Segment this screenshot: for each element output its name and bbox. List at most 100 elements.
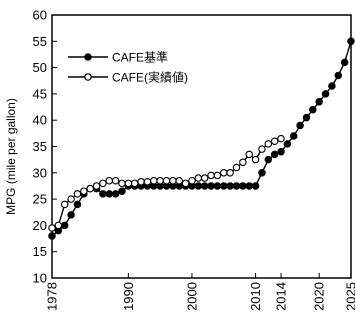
point-cafe-standard — [73, 200, 82, 209]
y-tick-label: 55 — [33, 34, 47, 49]
point-cafe-actual — [118, 179, 126, 188]
point-cafe-standard — [315, 98, 323, 106]
point-cafe-actual — [264, 140, 273, 148]
point-cafe-actual — [175, 176, 183, 185]
legend-marker-open — [84, 73, 92, 81]
legend: CAFE基準 CAFE(実績値) — [68, 50, 188, 85]
y-tick-label: 25 — [33, 192, 47, 207]
point-cafe-actual — [67, 195, 75, 203]
y-tick-label: 45 — [33, 86, 47, 101]
point-cafe-standard — [296, 121, 304, 130]
legend-item-cafe-standard: CAFE基準 — [68, 50, 168, 65]
point-cafe-standard — [340, 58, 349, 67]
point-cafe-actual — [213, 171, 222, 180]
point-cafe-standard — [283, 140, 292, 148]
point-cafe-actual — [99, 179, 107, 188]
point-cafe-standard — [99, 190, 107, 198]
x-tick-label: 2020 — [312, 282, 327, 311]
point-cafe-standard — [347, 37, 355, 46]
point-cafe-standard — [48, 232, 56, 240]
point-cafe-standard — [105, 190, 114, 198]
y-tick-label: 30 — [33, 165, 47, 180]
point-cafe-standard — [118, 187, 126, 195]
point-cafe-actual — [105, 176, 114, 185]
point-cafe-actual — [277, 134, 285, 143]
point-cafe-standard — [270, 150, 279, 159]
point-cafe-actual — [156, 176, 164, 185]
point-cafe-actual — [270, 137, 279, 145]
point-cafe-standard — [194, 182, 203, 190]
y-tick-label: 40 — [33, 113, 47, 128]
point-cafe-actual — [54, 221, 63, 230]
point-cafe-actual — [245, 150, 253, 159]
point-cafe-standard — [60, 221, 69, 230]
point-cafe-actual — [200, 174, 209, 182]
x-tick-label: 1990 — [121, 282, 136, 311]
point-cafe-actual — [251, 155, 260, 164]
point-cafe-standard — [213, 182, 222, 190]
y-tick-label: 20 — [33, 218, 47, 233]
point-cafe-actual — [124, 179, 133, 188]
point-cafe-standard — [67, 211, 75, 219]
series-markers — [48, 37, 355, 240]
point-cafe-standard — [232, 182, 241, 190]
point-cafe-actual — [86, 184, 94, 193]
point-cafe-actual — [80, 187, 88, 195]
point-cafe-standard — [200, 182, 209, 190]
point-cafe-standard — [328, 82, 336, 90]
y-tick-label: 35 — [33, 139, 47, 154]
point-cafe-standard — [226, 182, 234, 190]
series-line-cafe-standard — [51, 41, 352, 237]
point-cafe-standard — [251, 182, 260, 190]
point-cafe-standard — [264, 155, 273, 164]
point-cafe-standard — [245, 182, 253, 190]
legend-marker-filled — [84, 53, 92, 61]
point-cafe-standard — [220, 182, 228, 190]
x-tick-label: 1978 — [45, 282, 60, 311]
y-tick-label: 10 — [33, 271, 47, 286]
point-cafe-actual — [150, 176, 158, 185]
point-cafe-actual — [73, 190, 82, 198]
x-tick-label: 2000 — [184, 282, 199, 311]
point-cafe-actual — [258, 145, 266, 153]
legend-label-cafe-standard: CAFE基準 — [112, 50, 168, 65]
legend-label-cafe-actual: CAFE(実績値) — [112, 70, 188, 85]
point-cafe-actual — [181, 179, 190, 188]
point-cafe-standard — [277, 148, 285, 156]
legend-item-cafe-actual: CAFE(実績値) — [68, 70, 188, 85]
point-cafe-standard — [258, 169, 266, 177]
point-cafe-actual — [226, 169, 234, 177]
point-cafe-actual — [162, 176, 171, 185]
point-cafe-actual — [48, 224, 56, 232]
point-cafe-standard — [302, 113, 311, 122]
y-axis-label: MPG (mile per gallon) — [4, 98, 18, 215]
point-cafe-actual — [220, 169, 228, 177]
point-cafe-actual — [130, 179, 139, 188]
point-cafe-actual — [188, 176, 196, 185]
point-cafe-standard — [309, 105, 317, 114]
point-cafe-actual — [137, 177, 145, 186]
y-tick-label: 15 — [33, 244, 47, 259]
point-cafe-standard — [289, 132, 298, 140]
point-cafe-actual — [169, 176, 177, 185]
y-tick-label: 50 — [33, 60, 47, 75]
point-cafe-actual — [111, 176, 120, 185]
point-cafe-actual — [92, 182, 101, 190]
point-cafe-standard — [334, 71, 343, 80]
point-cafe-standard — [111, 190, 120, 198]
y-tick-label: 60 — [33, 8, 47, 23]
x-tick-label: 2014 — [274, 282, 289, 311]
point-cafe-actual — [232, 163, 241, 172]
point-cafe-actual — [143, 177, 152, 186]
series-lines — [51, 41, 352, 237]
point-cafe-actual — [239, 158, 247, 167]
point-cafe-standard — [321, 90, 330, 98]
plot-frame — [51, 14, 352, 279]
point-cafe-actual — [60, 200, 69, 209]
point-cafe-actual — [207, 171, 215, 180]
x-tick-label: 2010 — [248, 282, 263, 311]
x-tick-label: 2025 — [344, 282, 355, 311]
point-cafe-actual — [194, 174, 203, 182]
